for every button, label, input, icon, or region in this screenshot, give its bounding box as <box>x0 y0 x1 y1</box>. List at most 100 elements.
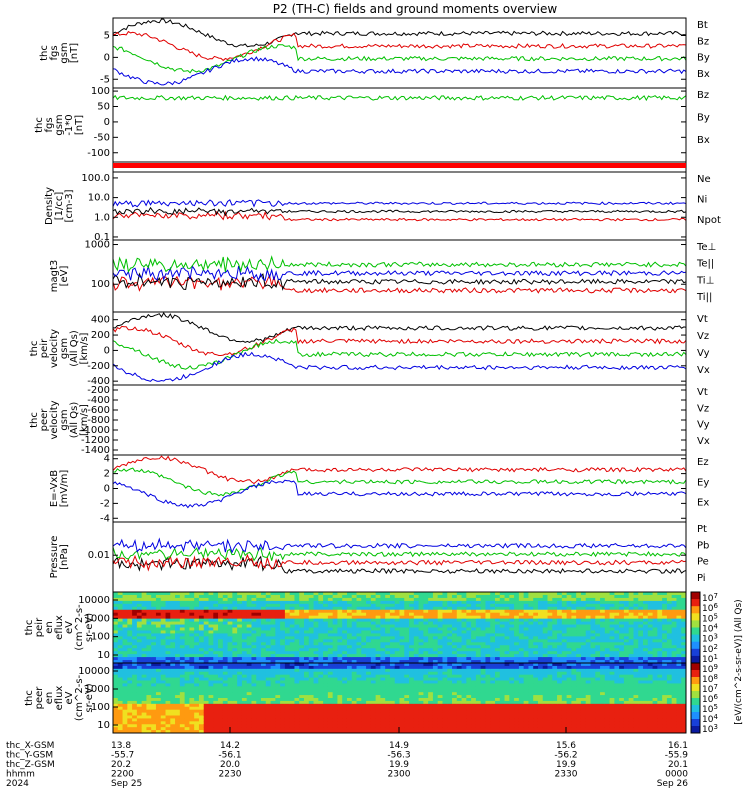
heatmap-cell <box>576 594 582 599</box>
heatmap-cell <box>452 642 458 646</box>
heatmap-cell <box>409 600 415 605</box>
heatmap-cell <box>485 677 491 681</box>
heatmap-cell <box>375 645 381 649</box>
heatmap-cell <box>289 695 295 699</box>
heatmap-cell <box>194 703 200 708</box>
heatmap-cell <box>346 621 353 625</box>
heatmap-cell <box>318 592 324 596</box>
heatmap-cell <box>237 627 243 631</box>
heatmap-cell <box>485 721 491 725</box>
heatmap-cell <box>146 721 152 725</box>
heatmap-cell <box>452 718 458 722</box>
heatmap-cell <box>141 706 147 711</box>
heatmap-cell <box>194 724 200 728</box>
heatmap-cell <box>170 695 176 699</box>
heatmap-cell <box>194 630 200 634</box>
ylabel-fgs: [nT] <box>69 43 80 63</box>
heatmap-cell <box>447 715 453 719</box>
heatmap-cell <box>198 600 205 605</box>
heatmap-cell <box>380 689 386 693</box>
heatmap-cell <box>638 645 644 649</box>
heatmap-cell <box>552 636 558 640</box>
heatmap-cell <box>270 615 276 620</box>
heatmap-cell <box>480 648 486 652</box>
heatmap-cell <box>208 600 214 605</box>
heatmap-cell <box>523 603 529 608</box>
heatmap-cell <box>218 715 224 719</box>
heatmap-cell <box>432 692 439 696</box>
heatmap-cell <box>561 597 568 602</box>
heatmap-cell <box>662 636 668 640</box>
ytick-label-ivel: -200 <box>87 361 110 372</box>
heatmap-cell <box>409 703 415 708</box>
heatmap-cell <box>609 592 615 596</box>
heatmap-cell <box>184 657 190 661</box>
heatmap-cell <box>623 627 630 631</box>
heatmap-cell <box>409 718 415 722</box>
heatmap-cell <box>552 612 558 617</box>
heatmap-cell <box>647 606 653 611</box>
heatmap-cell <box>380 683 386 687</box>
heatmap-cell <box>132 712 138 716</box>
frame-density <box>112 171 687 241</box>
heatmap-cell <box>361 660 367 664</box>
ytick-label-ivel: 200 <box>91 330 110 341</box>
heatmap-cell <box>251 594 257 599</box>
heatmap-cell <box>523 594 529 599</box>
heatmap-cell <box>456 709 462 713</box>
heatmap-cell <box>442 633 448 637</box>
heatmap-cell <box>127 703 133 708</box>
heatmap-cell <box>213 689 219 693</box>
heatmap-cell <box>136 686 143 690</box>
heatmap-cell <box>294 718 300 722</box>
heatmap-cell <box>566 636 572 640</box>
heatmap-cell <box>346 698 353 702</box>
heatmap-cell <box>284 627 291 631</box>
heatmap-cell <box>246 654 252 658</box>
heatmap-cell <box>208 721 214 725</box>
heatmap-cell <box>652 633 658 637</box>
heatmap-cell <box>475 592 482 596</box>
heatmap-cell <box>113 668 119 673</box>
heatmap-cell <box>198 674 205 678</box>
heatmap-cell <box>213 730 219 734</box>
heatmap-cell <box>638 624 644 628</box>
heatmap-cell <box>428 703 434 708</box>
heatmap-cell <box>265 660 271 664</box>
heatmap-cell <box>146 624 152 628</box>
heatmap-cell <box>423 724 429 728</box>
heatmap-cell <box>557 592 563 596</box>
heatmap-cell <box>289 663 295 667</box>
heatmap-cell <box>666 630 673 634</box>
heatmap-cell <box>175 692 181 696</box>
heatmap-cell <box>213 700 219 705</box>
heatmap-cell <box>194 636 200 640</box>
heatmap-cell <box>265 633 271 637</box>
heatmap-cell <box>466 727 472 731</box>
heatmap-cell <box>246 633 252 637</box>
heatmap-cell <box>452 654 458 658</box>
heatmap-cell <box>366 698 372 702</box>
heatmap-cell <box>647 592 653 596</box>
heatmap-cell <box>308 689 314 693</box>
heatmap-cell <box>657 609 663 614</box>
heatmap-cell <box>332 730 338 734</box>
heatmap-cell <box>332 594 338 599</box>
heatmap-cell <box>222 642 228 646</box>
heatmap-cell <box>385 724 391 728</box>
heatmap-cell <box>456 660 462 664</box>
heatmap-cell <box>165 609 171 614</box>
heatmap-cell <box>342 683 348 687</box>
heatmap-cell <box>251 727 257 731</box>
heatmap-cell <box>218 630 224 634</box>
heatmap-cell <box>471 606 477 611</box>
heatmap-cell <box>337 633 343 637</box>
heatmap-cell <box>280 727 286 731</box>
heatmap-cell <box>337 727 343 731</box>
heatmap-cell <box>136 612 143 617</box>
heatmap-cell <box>122 706 128 711</box>
heatmap-cell <box>456 633 462 637</box>
heatmap-cell <box>318 706 324 711</box>
heatmap-cell <box>198 603 205 608</box>
heatmap-cell <box>366 603 372 608</box>
